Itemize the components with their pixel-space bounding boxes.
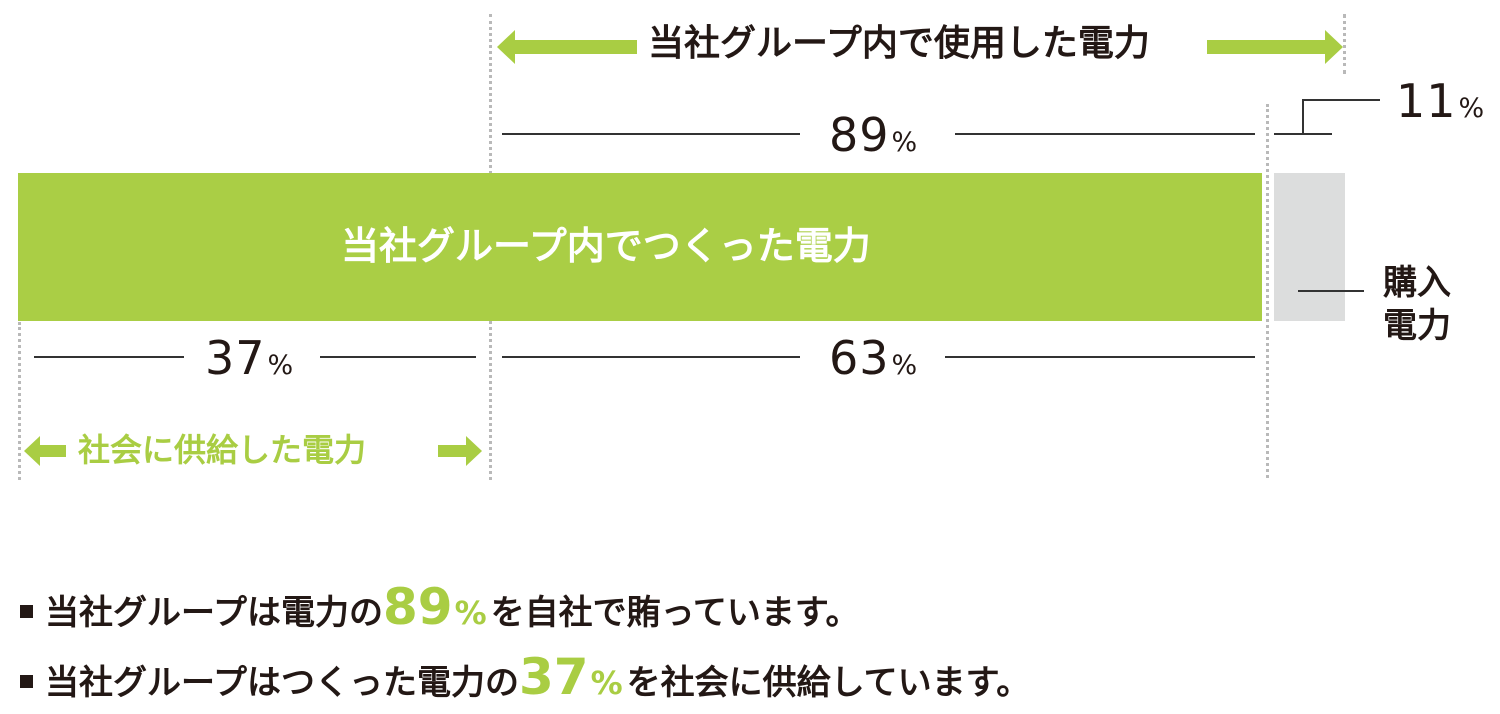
purchased-label-2: 電力 <box>1383 305 1451 346</box>
bullet-square-icon <box>20 675 33 688</box>
purchased-line <box>1274 133 1332 135</box>
supplied-line-right <box>320 356 476 358</box>
supplied-arrow-right-shaft <box>438 445 466 457</box>
supplied-arrow-right-head <box>466 436 482 466</box>
self-percent: 63% <box>829 331 919 385</box>
used-line-right <box>955 133 1255 135</box>
used-percent: 89% <box>829 108 919 162</box>
supplied-line-left <box>34 356 184 358</box>
purchased-leader-h <box>1302 99 1380 101</box>
self-line-right <box>945 356 1255 358</box>
purchased-leader-v <box>1302 99 1304 133</box>
arrow-left-head <box>497 30 515 64</box>
used-arrow <box>497 30 1343 64</box>
purchased-bar <box>1274 173 1345 321</box>
bullet-square-icon <box>20 605 33 618</box>
used-label: 当社グループ内で使用した電力 <box>648 23 1150 64</box>
supplied-arrow-left-shaft <box>40 445 66 457</box>
arrow-left-shaft <box>515 40 637 54</box>
used-line-left <box>502 133 800 135</box>
supplied-arrow <box>24 436 484 466</box>
note-1: 当社グループは電力の89% を自社で賄っています。 <box>20 582 860 632</box>
produced-bar <box>18 173 1262 321</box>
purchased-label-line <box>1298 290 1364 292</box>
arrow-right-shaft <box>1207 40 1325 54</box>
self-line-left <box>502 356 800 358</box>
purchased-label: 購入 電力 <box>1383 262 1451 347</box>
purchased-percent: 11% <box>1396 74 1486 128</box>
guide-right <box>1343 14 1346 74</box>
produced-label: 当社グループ内でつくった電力 <box>341 224 871 268</box>
supplied-percent: 37% <box>205 331 295 385</box>
guide-bar-end <box>1266 104 1269 478</box>
purchased-label-1: 購入 <box>1383 263 1451 303</box>
note-2: 当社グループはつくった電力の37% を社会に供給しています。 <box>20 652 1030 702</box>
guide-left <box>18 322 21 480</box>
arrow-right-head <box>1325 30 1343 64</box>
supplied-arrow-left-head <box>24 436 40 466</box>
supplied-label: 社会に供給した電力 <box>78 431 367 469</box>
